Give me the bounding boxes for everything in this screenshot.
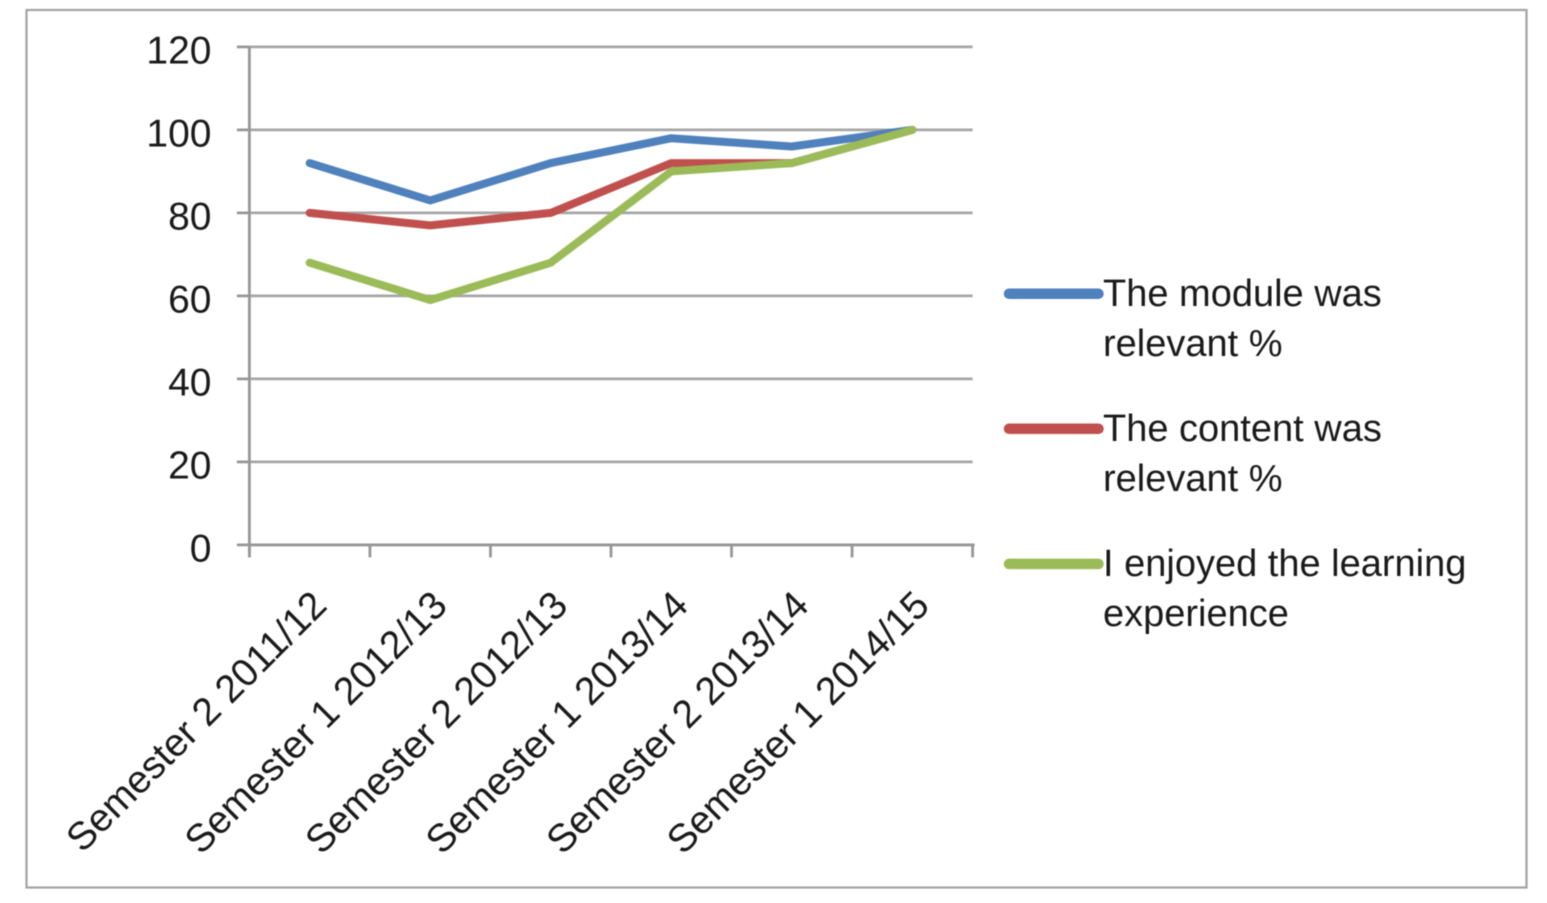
y-axis-label-40: 40 bbox=[168, 361, 211, 404]
axes bbox=[236, 45, 975, 558]
legend-label-1-line-0: The content was bbox=[1103, 408, 1382, 450]
legend-item-0: The module was relevant % bbox=[1003, 273, 1382, 365]
series-line-0 bbox=[305, 125, 917, 205]
y-axis-label-120: 120 bbox=[146, 29, 211, 72]
y-axis-label-80: 80 bbox=[168, 195, 211, 238]
series-line-2 bbox=[305, 125, 917, 305]
plot-series bbox=[305, 125, 917, 305]
y-axis-label-100: 100 bbox=[146, 112, 211, 155]
y-axis-label-0: 0 bbox=[190, 527, 212, 570]
chart-border bbox=[25, 8, 1528, 889]
y-axis-label-60: 60 bbox=[168, 278, 211, 321]
legend-label-2-line-1: experience bbox=[1103, 593, 1289, 635]
legend-item-1: The content was relevant % bbox=[1003, 408, 1382, 500]
legend-label-0-line-0: The module was bbox=[1103, 273, 1382, 315]
legend-label-1-line-1: relevant % bbox=[1103, 458, 1283, 500]
legend: The module was relevant % The content was r… bbox=[1003, 273, 1466, 635]
y-axis-labels: 0 20 40 60 80 100 120 bbox=[146, 29, 211, 570]
legend-item-2: I enjoyed the learning experience bbox=[1003, 543, 1466, 635]
gridlines bbox=[249, 45, 973, 547]
legend-label-0-line-1: relevant % bbox=[1103, 323, 1283, 365]
y-axis-label-20: 20 bbox=[168, 444, 211, 487]
legend-label-2-line-0: I enjoyed the learning bbox=[1103, 543, 1466, 585]
